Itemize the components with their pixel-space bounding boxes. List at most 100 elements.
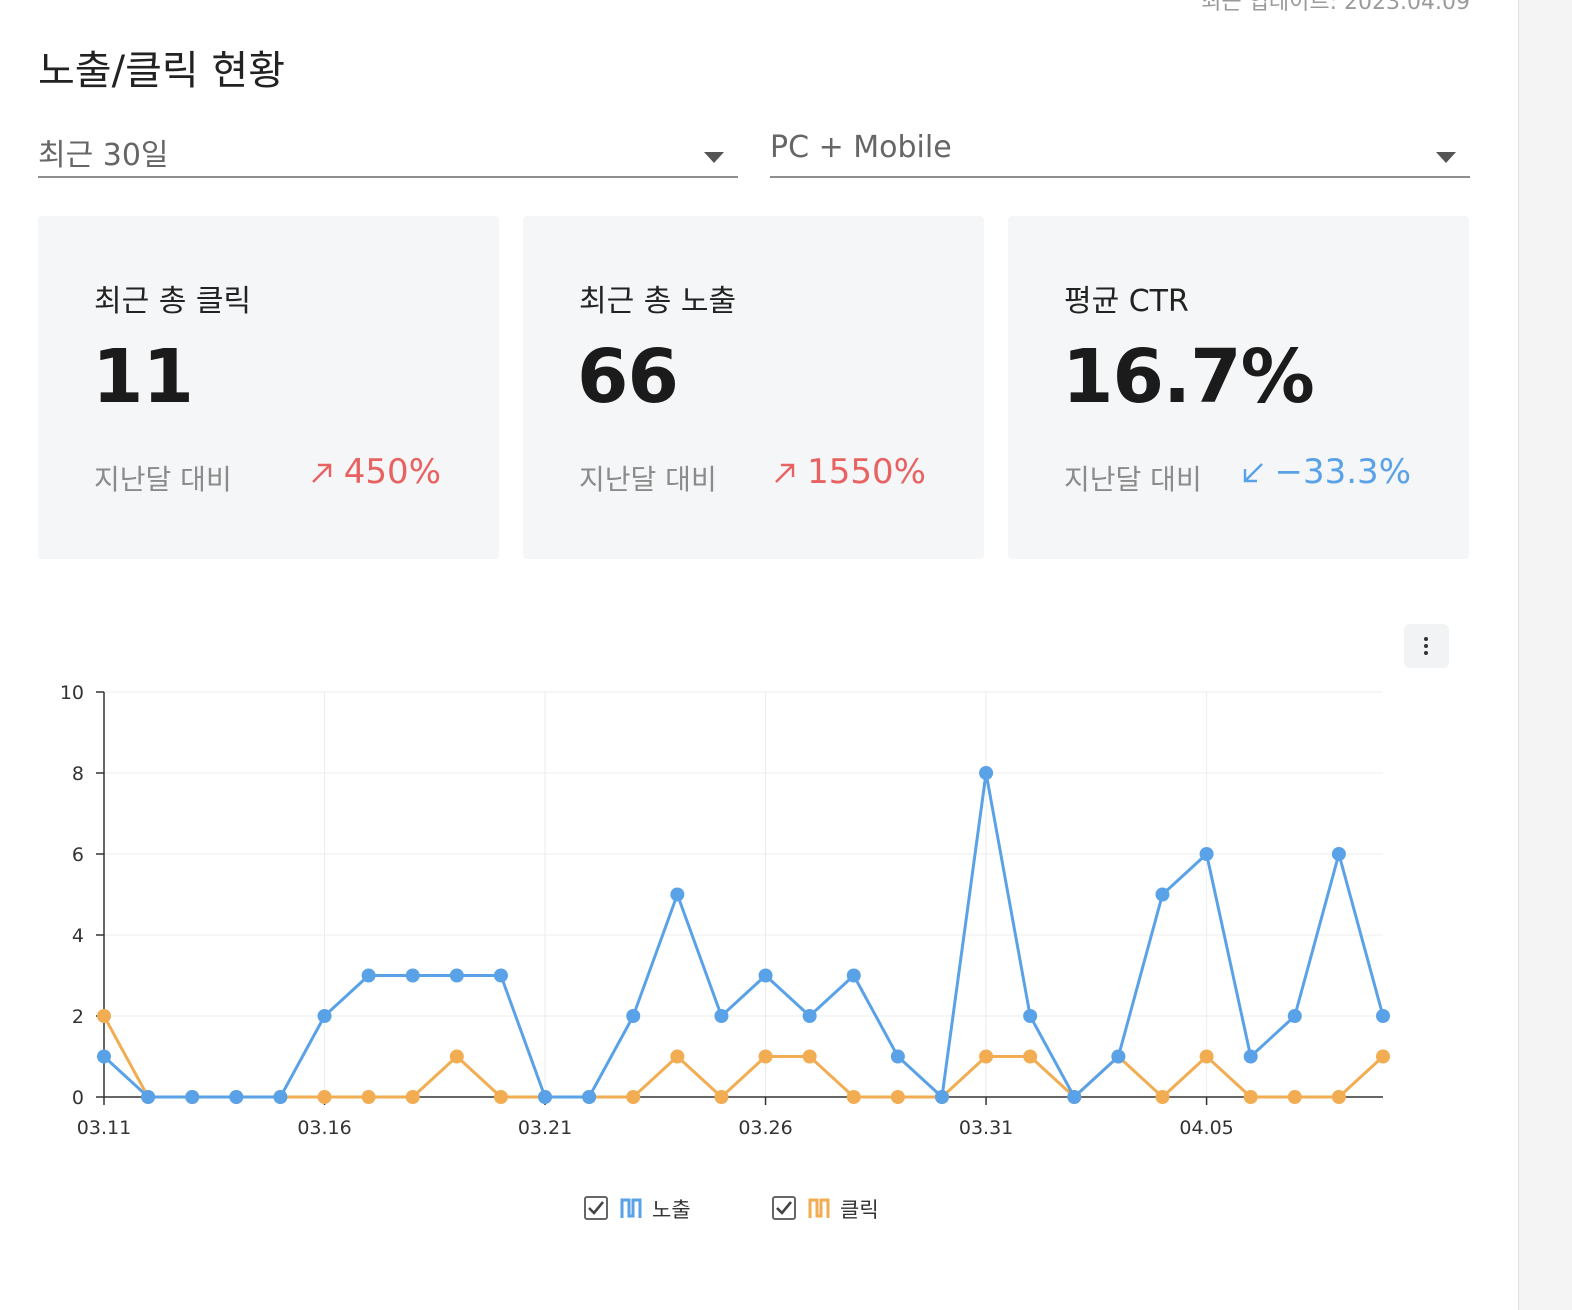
data-point-impressions[interactable] (979, 766, 994, 780)
data-point-impressions[interactable] (846, 968, 861, 983)
total-clicks-card: 최근 총 클릭 11 지난달 대비 450% (38, 216, 499, 559)
data-point-clicks[interactable] (1287, 1090, 1302, 1104)
period-select[interactable]: 최근 30일 (38, 118, 738, 178)
x-tick-label: 04.05 (1179, 1117, 1233, 1139)
data-point-impressions[interactable] (1155, 887, 1170, 902)
data-point-impressions[interactable] (890, 1049, 905, 1064)
data-point-impressions[interactable] (405, 968, 420, 983)
data-point-clicks[interactable] (846, 1090, 861, 1104)
legend-impressions-toggle[interactable]: 노출 (584, 1192, 724, 1226)
data-point-clicks[interactable] (1155, 1090, 1170, 1104)
data-point-clicks[interactable] (97, 1009, 111, 1023)
data-point-impressions[interactable] (97, 1049, 111, 1064)
x-tick-label: 03.26 (738, 1117, 792, 1139)
caret-down-icon (704, 152, 724, 163)
data-point-clicks[interactable] (493, 1090, 508, 1104)
data-point-clicks[interactable] (1376, 1049, 1390, 1064)
data-point-impressions[interactable] (670, 887, 685, 902)
data-point-impressions[interactable] (1287, 1009, 1302, 1023)
y-tick-label: 6 (72, 844, 84, 866)
x-tick-label: 03.31 (959, 1117, 1013, 1139)
data-point-impressions[interactable] (1067, 1090, 1082, 1104)
card-change-value: 450% (343, 452, 441, 492)
data-point-impressions[interactable] (361, 968, 376, 983)
y-tick-label: 10 (60, 682, 84, 704)
data-point-impressions[interactable] (493, 968, 508, 983)
data-point-impressions[interactable] (1331, 847, 1346, 861)
card-change: 1550% (773, 452, 926, 492)
device-select[interactable]: PC + Mobile (770, 118, 1470, 178)
data-point-impressions[interactable] (1199, 847, 1214, 861)
data-point-impressions[interactable] (1023, 1009, 1038, 1023)
data-point-impressions[interactable] (1243, 1049, 1258, 1064)
legend-clicks-toggle[interactable]: 클릭 (772, 1192, 912, 1226)
data-point-clicks[interactable] (670, 1049, 685, 1064)
y-tick-label: 8 (72, 763, 84, 785)
series-impressions (97, 766, 1390, 1104)
card-compare-label: 지난달 대비 (94, 463, 232, 496)
data-point-impressions[interactable] (934, 1090, 949, 1104)
series-clicks (97, 1009, 1390, 1104)
card-change: 450% (310, 452, 441, 492)
card-change-value: −33.3% (1274, 452, 1412, 492)
y-tick-label: 0 (72, 1087, 84, 1109)
x-tick-label: 03.16 (297, 1117, 351, 1139)
last-updated-text: 최근 업데이트: 2023.04.09 (1201, 0, 1470, 15)
arrow-up-right-icon (775, 463, 795, 483)
card-label: 최근 총 노출 (579, 284, 737, 319)
data-point-impressions[interactable] (758, 968, 773, 983)
series-line-clicks (102, 1015, 1385, 1099)
impressions-clicks-line-chart: 0 2 4 6 8 10 03.11 03.16 03.21 03.26 03.31 04.05 (60, 682, 1390, 1139)
data-point-clicks[interactable] (1331, 1090, 1346, 1104)
line-series-icon (620, 1198, 642, 1218)
average-ctr-card: 평균 CTR 16.7% 지난달 대비 −33.3% (1008, 216, 1469, 559)
card-value: 11 (92, 334, 194, 420)
arrow-up-right-icon (311, 463, 331, 483)
data-point-impressions[interactable] (273, 1090, 288, 1104)
data-point-clicks[interactable] (890, 1090, 905, 1104)
right-panel-edge (1518, 0, 1572, 1310)
data-point-clicks[interactable] (758, 1049, 773, 1064)
total-impressions-card: 최근 총 노출 66 지난달 대비 1550% (523, 216, 984, 559)
legend-label: 노출 (652, 1198, 691, 1222)
data-point-clicks[interactable] (714, 1090, 729, 1104)
data-point-impressions[interactable] (317, 1009, 332, 1023)
data-point-impressions[interactable] (538, 1090, 553, 1104)
y-tick-label: 4 (72, 925, 84, 947)
data-point-clicks[interactable] (1199, 1049, 1214, 1064)
data-point-clicks[interactable] (1243, 1090, 1258, 1104)
data-point-clicks[interactable] (317, 1090, 332, 1104)
legend-checkbox[interactable] (584, 1196, 608, 1220)
card-label: 평균 CTR (1064, 284, 1189, 319)
data-point-clicks[interactable] (626, 1090, 641, 1104)
line-series-icon (808, 1198, 830, 1218)
chart-menu-button[interactable] (1404, 624, 1449, 668)
x-tick-label: 03.11 (77, 1117, 131, 1139)
data-point-impressions[interactable] (1111, 1049, 1126, 1064)
data-point-impressions[interactable] (582, 1090, 597, 1104)
card-compare-label: 지난달 대비 (1064, 463, 1202, 496)
data-point-clicks[interactable] (1023, 1049, 1038, 1064)
data-point-clicks[interactable] (405, 1090, 420, 1104)
data-point-impressions[interactable] (626, 1009, 641, 1023)
data-point-clicks[interactable] (979, 1049, 994, 1064)
device-select-value: PC + Mobile (770, 130, 952, 165)
data-point-impressions[interactable] (449, 968, 464, 983)
data-point-clicks[interactable] (802, 1049, 817, 1064)
data-point-impressions[interactable] (141, 1090, 156, 1104)
x-tick-label: 03.21 (518, 1117, 572, 1139)
data-point-impressions[interactable] (714, 1009, 729, 1023)
page-title: 노출/클릭 현황 (38, 48, 285, 94)
legend-checkbox[interactable] (772, 1196, 796, 1220)
data-point-impressions[interactable] (229, 1090, 244, 1104)
data-point-impressions[interactable] (185, 1090, 200, 1104)
data-point-impressions[interactable] (1376, 1009, 1390, 1023)
card-change-value: 1550% (807, 452, 926, 492)
data-point-clicks[interactable] (449, 1049, 464, 1064)
data-point-clicks[interactable] (361, 1090, 376, 1104)
more-vertical-icon (1424, 637, 1428, 641)
arrow-down-left-icon (1243, 463, 1263, 483)
card-label: 최근 총 클릭 (94, 284, 252, 319)
data-point-impressions[interactable] (802, 1009, 817, 1023)
check-icon (776, 1201, 793, 1215)
